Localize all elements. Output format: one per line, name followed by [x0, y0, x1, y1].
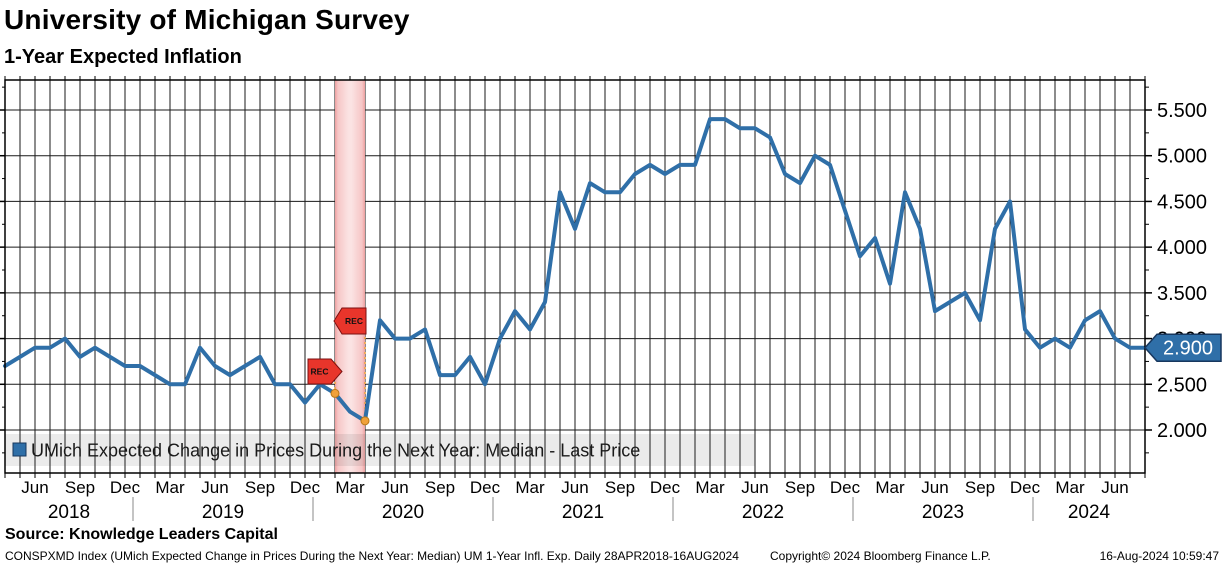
year-label: 2022 [742, 502, 784, 523]
page-subtitle: 1-Year Expected Inflation [4, 46, 242, 68]
year-label: 2020 [382, 502, 424, 523]
y-tick-label: 4.000 [1157, 237, 1207, 259]
year-label: 2023 [922, 502, 964, 523]
x-tick-label: Mar [335, 478, 365, 497]
legend-background [5, 434, 755, 466]
footer-datetime: 16-Aug-2024 10:59:47 [1099, 549, 1219, 563]
x-axis-years: 2018 2019 2020 2021 2022 2023 2024 [48, 497, 1111, 523]
x-tick-label: Sep [605, 478, 635, 497]
footer-security-description: CONSPXMD Index (UMich Expected Change in… [5, 549, 739, 563]
last-price-tag: 2.900 [1143, 333, 1222, 362]
y-tick-label: 3.500 [1157, 283, 1207, 305]
plot-grid [5, 80, 1146, 473]
x-tick-label: Mar [875, 478, 905, 497]
x-tick-label: Dec [290, 478, 321, 497]
x-tick-label: Jun [381, 478, 408, 497]
legend-label: UMich Expected Change in Prices During t… [31, 441, 640, 461]
year-label: 2019 [202, 502, 244, 523]
x-tick-label: Jun [561, 478, 588, 497]
footer-copyright: Copyright© 2024 Bloomberg Finance L.P. [770, 549, 991, 563]
page-title: University of Michigan Survey [4, 4, 410, 35]
legend-marker [12, 442, 27, 457]
x-tick-label: Mar [695, 478, 725, 497]
x-tick-label: Sep [425, 478, 455, 497]
last-price-value: 2.900 [1163, 338, 1213, 360]
x-tick-label: Jun [201, 478, 228, 497]
y-tick-label: 5.000 [1157, 146, 1207, 168]
x-tick-label: Dec [110, 478, 141, 497]
legend: UMich Expected Change in Prices During t… [5, 434, 755, 466]
x-tick-label: Dec [1010, 478, 1041, 497]
x-tick-label: Jun [921, 478, 948, 497]
y-tick-label: 4.500 [1157, 191, 1207, 213]
x-tick-label: Dec [830, 478, 861, 497]
x-tick-label: Jun [21, 478, 48, 497]
x-tick-label: Sep [65, 478, 95, 497]
recession-boundary-marker [330, 388, 340, 398]
x-tick-label: Mar [1055, 478, 1085, 497]
x-tick-label: Jun [1101, 478, 1128, 497]
x-tick-label: Sep [965, 478, 995, 497]
x-tick-label: Mar [515, 478, 545, 497]
source-line: Source: Knowledge Leaders Capital [5, 526, 278, 543]
svg-text:REC: REC [345, 316, 363, 326]
recession-boundary-marker [360, 416, 370, 426]
x-tick-label: Jun [741, 478, 768, 497]
rec-flag-start: REC [307, 358, 343, 385]
x-axis-labels: Jun Sep Dec Mar Jun Sep Dec Mar Jun Sep Dec Mar Jun S… [21, 478, 1128, 497]
svg-text:REC: REC [311, 367, 329, 377]
axis-ticks [0, 76, 1152, 478]
x-tick-label: Dec [650, 478, 681, 497]
year-label: 2018 [48, 502, 90, 523]
rec-flag-end: REC [333, 307, 367, 335]
x-tick-label: Mar [155, 478, 185, 497]
y-tick-label: 2.500 [1157, 374, 1207, 396]
year-label: 2024 [1068, 502, 1111, 523]
price-line [3, 117, 1147, 426]
x-tick-label: Dec [470, 478, 501, 497]
y-tick-label: 2.000 [1157, 420, 1207, 442]
x-tick-label: Sep [785, 478, 815, 497]
y-tick-label: 5.500 [1157, 100, 1207, 122]
year-label: 2021 [562, 502, 604, 523]
x-tick-label: Sep [245, 478, 275, 497]
recession-band [334, 80, 366, 473]
